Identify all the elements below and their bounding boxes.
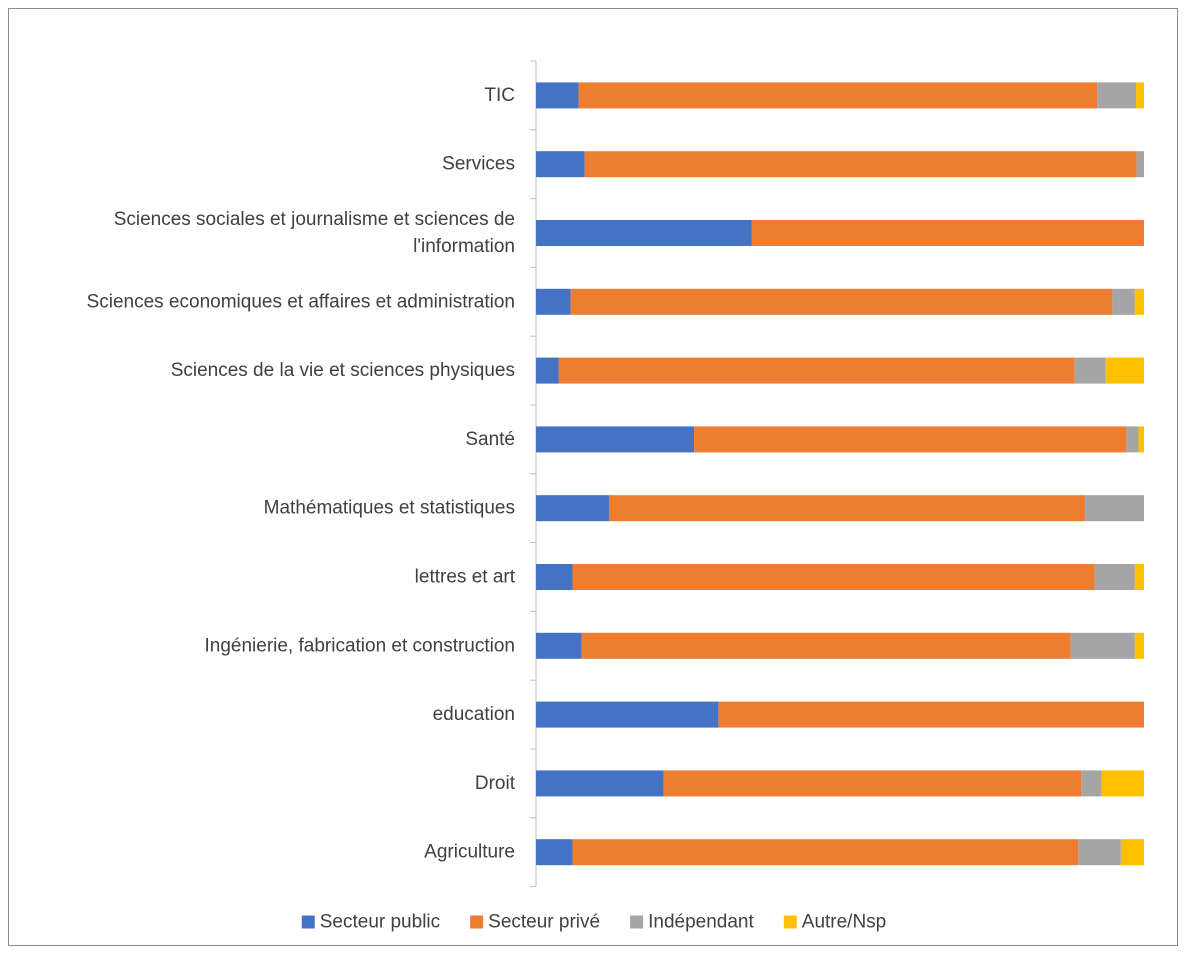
bar-segment: [718, 701, 1144, 728]
bar-segment: [1136, 82, 1144, 109]
bar-segment: [1105, 357, 1144, 384]
legend-item: Autre/Nsp: [783, 912, 886, 933]
legend-label: Secteur privé: [488, 912, 600, 933]
bar-segment: [608, 495, 1086, 522]
legend-item: Indépendant: [630, 912, 754, 933]
category-label: TIC: [484, 85, 515, 106]
bar-segment: [536, 495, 609, 522]
bar-segment: [1078, 839, 1121, 866]
bar-segment: [751, 220, 1144, 246]
bar-segment: [536, 288, 571, 315]
category-label: Sciences de la vie et sciences physiques: [171, 360, 515, 381]
bar-segment: [1094, 564, 1135, 590]
bar-segment: [1126, 426, 1139, 453]
category-label: Sciences economiques et affaires et admi…: [87, 291, 515, 312]
bar-segment: [536, 357, 559, 384]
category-axis: [530, 60, 537, 888]
category-label: Mathématiques et statistiques: [264, 498, 515, 519]
category-label: l'information: [413, 236, 515, 257]
stacked-bar-chart: TIC Services Sciences sociales et journali…: [87, 60, 1144, 933]
bars: [536, 82, 1144, 866]
category-label: Services: [442, 154, 515, 175]
bar-segment: [558, 357, 1075, 384]
bar-segment: [536, 770, 664, 797]
bar-segment: [1120, 839, 1144, 866]
legend-swatch: [301, 915, 315, 929]
category-label: Droit: [475, 773, 516, 794]
legend-swatch: [783, 915, 797, 929]
bar-segment: [1070, 632, 1135, 659]
chart-area: TIC Services Sciences sociales et journali…: [8, 8, 1178, 946]
bar-segment: [536, 426, 695, 453]
bar-segment: [1112, 288, 1135, 315]
bar-segment: [663, 770, 1082, 797]
bar-segment: [1097, 82, 1137, 109]
bar-segment: [570, 288, 1113, 315]
bar-segment: [584, 151, 1137, 178]
bar-segment: [536, 632, 582, 659]
category-label: Ingénierie, fabrication et construction: [204, 635, 515, 656]
legend-label: Secteur public: [320, 912, 440, 933]
category-label: Sciences sociales et journalisme et scie…: [114, 209, 515, 230]
legend: Secteur public Secteur privé Indépendant Au…: [301, 912, 886, 933]
category-label: Santé: [465, 429, 515, 450]
bar-segment: [1134, 564, 1144, 590]
category-label: Agriculture: [424, 842, 515, 863]
bar-segment: [1134, 632, 1144, 659]
bar-segment: [572, 564, 1095, 590]
bar-segment: [536, 151, 585, 178]
bar-segment: [1138, 426, 1144, 453]
bar-segment: [578, 82, 1098, 109]
bar-segment: [536, 82, 579, 109]
bar-segment: [536, 701, 719, 728]
bar-segment: [694, 426, 1127, 453]
legend-label: Autre/Nsp: [802, 912, 886, 933]
bar-segment: [1081, 770, 1102, 797]
bar-segment: [536, 220, 752, 246]
bar-segment: [572, 839, 1079, 866]
bar-segment: [536, 564, 573, 590]
category-labels: TIC Services Sciences sociales et journali…: [87, 85, 516, 863]
legend-item: Secteur privé: [470, 912, 600, 933]
bar-segment: [581, 632, 1071, 659]
bar-segment: [536, 839, 573, 866]
bar-segment: [1134, 288, 1144, 315]
legend-swatch: [630, 915, 644, 929]
legend-item: Secteur public: [301, 912, 440, 933]
bar-segment: [1074, 357, 1106, 384]
legend-swatch: [470, 915, 484, 929]
bar-segment: [1136, 151, 1144, 178]
bar-segment: [1101, 770, 1144, 797]
category-label: education: [433, 704, 515, 725]
category-label: lettres et art: [415, 567, 516, 588]
bar-segment: [1085, 495, 1144, 522]
legend-label: Indépendant: [648, 912, 754, 933]
